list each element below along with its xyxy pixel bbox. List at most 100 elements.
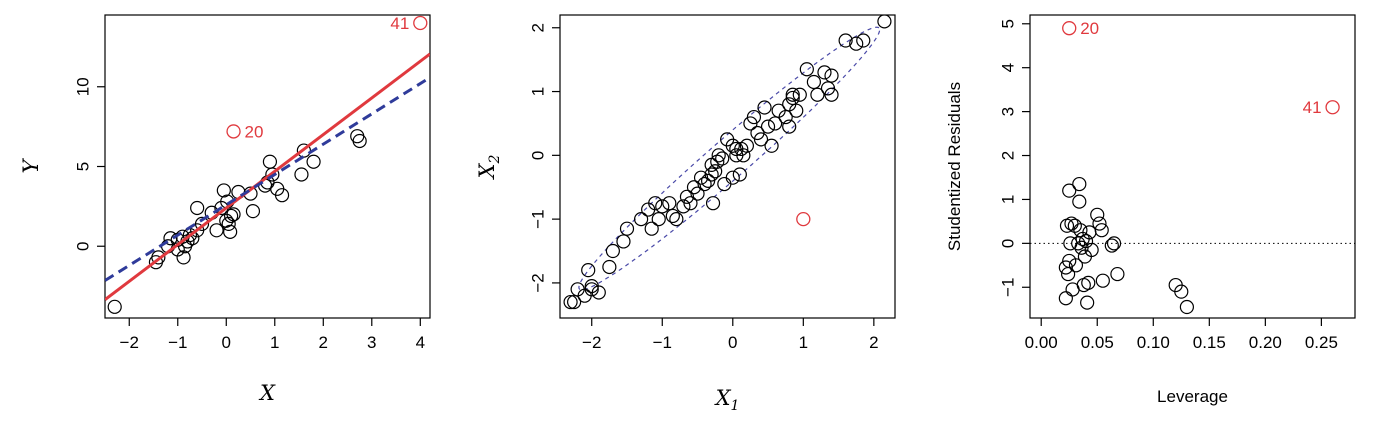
x-tick-label: 3: [367, 333, 376, 352]
data-point: [352, 133, 367, 149]
data-point: [778, 109, 793, 125]
data-point: [1179, 299, 1194, 315]
data-point: [799, 62, 814, 77]
plot-content: [563, 15, 892, 310]
data-point: [221, 216, 236, 232]
data-point: [757, 100, 772, 115]
outlier-point: [1325, 100, 1340, 115]
data-point: [711, 148, 726, 163]
y-tick-label: 0: [999, 239, 1018, 248]
panel-1: −2 −1 0 1 2 3 4 0 5 10 X Y 20 41: [19, 14, 431, 405]
y-tick-label: 2: [529, 23, 548, 32]
data-point: [107, 299, 122, 314]
data-point: [1058, 291, 1073, 306]
data-point: [591, 285, 606, 300]
data-point: [849, 36, 864, 51]
data-point: [584, 282, 599, 297]
data-point: [782, 119, 797, 134]
data-point: [1106, 236, 1122, 251]
data-point: [581, 263, 596, 278]
data-point: [676, 199, 691, 214]
x-tick-label: −1: [653, 333, 672, 352]
data-point: [792, 87, 807, 102]
data-point: [265, 167, 280, 182]
x-tick-label: 0.05: [1081, 333, 1114, 352]
data-point: [760, 119, 776, 134]
data-point: [1081, 275, 1096, 290]
data-point: [725, 138, 740, 153]
data-point: [151, 250, 166, 265]
data-point: [785, 90, 800, 106]
data-point: [602, 259, 617, 275]
data-point: [746, 109, 762, 125]
data-point: [1072, 176, 1087, 192]
data-point: [223, 224, 238, 239]
x-tick-label: −2: [582, 333, 601, 352]
x-tick-label: 0.10: [1137, 333, 1170, 352]
data-point: [1068, 258, 1084, 273]
data-point: [838, 33, 853, 48]
data-point: [662, 196, 677, 211]
y-axis-label-subscript: 2: [487, 154, 503, 164]
x-axis-label: Leverage: [1157, 387, 1228, 406]
data-point: [1094, 223, 1109, 238]
outlier-point: [1062, 21, 1077, 36]
y-tick-label: −1: [529, 209, 548, 228]
y-tick-label: 5: [999, 19, 1018, 28]
regression-line-without-outlier: [105, 76, 430, 282]
data-point: [856, 33, 871, 48]
data-point: [1080, 295, 1095, 310]
data-point: [704, 167, 719, 182]
x-tick-label: 1: [270, 333, 279, 352]
data-point: [619, 221, 635, 236]
y-tick-label: 0: [74, 242, 93, 251]
data-point: [739, 138, 754, 153]
y-tick-label: 0: [529, 151, 548, 160]
data-point: [1072, 194, 1087, 209]
plot-frame: [1029, 14, 1356, 319]
outlier-point: [226, 124, 241, 139]
outlier-label: 20: [1080, 19, 1099, 38]
data-point: [605, 243, 620, 259]
data-point: [224, 208, 239, 224]
data-point: [648, 196, 663, 211]
outlier-label: 41: [390, 14, 409, 33]
data-point: [824, 87, 839, 102]
y-axis-label: Y: [19, 157, 43, 173]
y-axis-label: X2: [475, 154, 503, 180]
y-tick-label: −2: [529, 273, 548, 292]
x-tick-label: 0.20: [1249, 333, 1282, 352]
data-point: [824, 68, 839, 83]
data-point: [732, 167, 747, 182]
y-tick-label: 2: [999, 151, 1018, 160]
x-tick-label: 0.25: [1305, 333, 1338, 352]
panel-2: −2 −1 0 1 2 −2 −1 0 1 2 X1 X2: [475, 14, 896, 414]
plot-content: [1030, 176, 1355, 315]
y-tick-label: 10: [74, 77, 93, 96]
data-point: [1058, 260, 1073, 275]
data-point: [705, 196, 721, 211]
plot-content: [105, 52, 430, 314]
data-point: [190, 200, 205, 216]
outlier-point: [796, 211, 811, 227]
data-point: [806, 74, 821, 90]
outlier-label: 41: [1303, 98, 1322, 117]
data-point: [697, 176, 712, 192]
x-axis-label: X1: [714, 386, 740, 414]
x-tick-label: −1: [168, 333, 187, 352]
data-point: [563, 294, 578, 310]
data-point: [163, 231, 178, 246]
x-tick-label: 0: [222, 333, 231, 352]
data-point: [1110, 266, 1125, 282]
x-tick-label: 2: [869, 333, 878, 352]
data-point: [665, 208, 680, 224]
outlier-point: [413, 15, 428, 31]
data-point: [717, 176, 732, 192]
data-point: [753, 132, 769, 147]
data-point: [1084, 242, 1099, 258]
data-point: [651, 212, 666, 227]
data-point: [683, 196, 698, 211]
data-point: [262, 154, 278, 169]
regression-line-all: [105, 52, 430, 301]
